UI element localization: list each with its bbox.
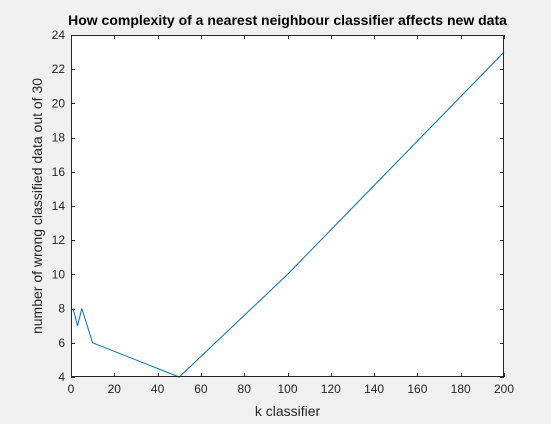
x-tick-label: 180: [451, 382, 471, 396]
x-tick-label: 140: [364, 382, 384, 396]
x-tick-label: 60: [194, 382, 208, 396]
x-tick-label: 100: [277, 382, 297, 396]
x-tick-label: 120: [321, 382, 341, 396]
y-tick-label: 14: [52, 199, 66, 213]
y-tick-label: 12: [52, 233, 66, 247]
y-tick-label: 4: [58, 370, 65, 384]
y-axis-label: number of wrong classified data out of 3…: [29, 78, 45, 334]
y-tick-label: 16: [52, 165, 66, 179]
y-tick-label: 10: [52, 267, 66, 281]
series-layer: [72, 51, 505, 378]
y-tick-label: 24: [52, 28, 66, 42]
x-tick-label: 200: [494, 382, 514, 396]
plot-area: [71, 35, 504, 377]
x-axis-label: k classifier: [255, 403, 321, 419]
x-tick-label: 80: [238, 382, 252, 396]
chart-title: How complexity of a nearest neighbour cl…: [68, 12, 507, 28]
y-tick-label: 6: [58, 336, 65, 350]
y-tick-label: 8: [58, 302, 65, 316]
axes-box: [71, 35, 504, 377]
y-tick-label: 20: [52, 96, 66, 110]
x-tick-label: 40: [151, 382, 165, 396]
y-tick-label: 22: [52, 62, 66, 76]
series-line-0: [72, 51, 505, 378]
x-tick-label: 160: [407, 382, 427, 396]
x-tick-label: 0: [68, 382, 75, 396]
y-tick-label: 18: [52, 131, 66, 145]
x-tick-label: 20: [108, 382, 122, 396]
ticks-layer: 0 20 40 60 80 100 120 140 160 180 200 4 6 8 10 12 14 16 18…: [52, 28, 515, 396]
